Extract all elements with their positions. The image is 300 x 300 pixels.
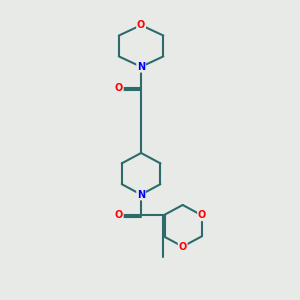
- Text: O: O: [178, 242, 187, 252]
- Text: N: N: [137, 62, 145, 72]
- Text: O: O: [115, 82, 123, 93]
- Text: O: O: [115, 210, 123, 220]
- Text: O: O: [198, 210, 206, 220]
- Text: N: N: [137, 190, 145, 200]
- Text: O: O: [137, 20, 145, 30]
